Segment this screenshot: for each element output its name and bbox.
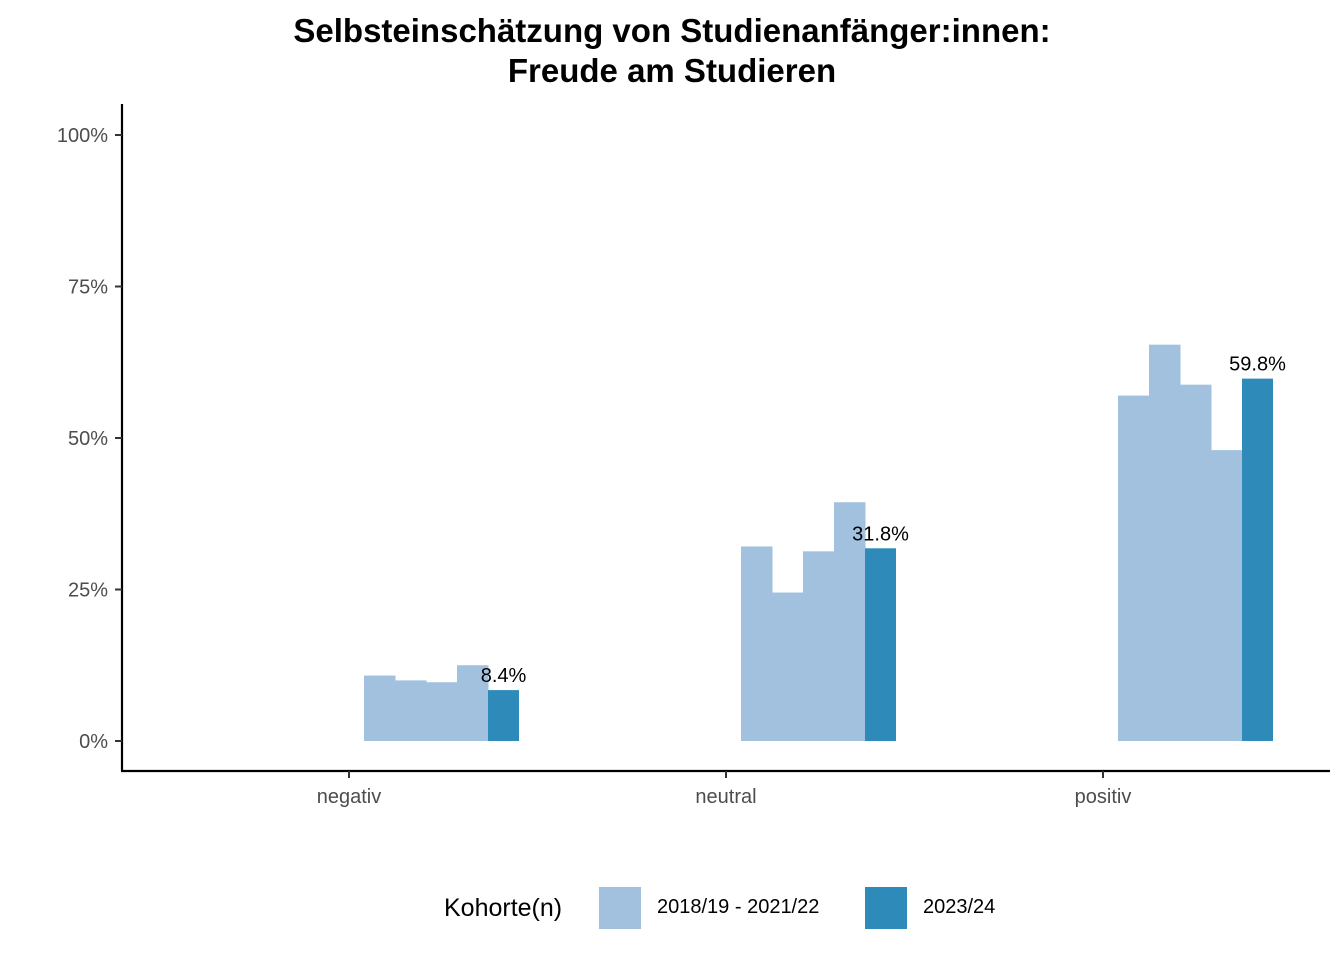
- chart-title-line-2: Freude am Studieren: [507, 52, 837, 89]
- legend-label-current: 2023/24: [923, 896, 996, 918]
- chart-title-line-1: Selbsteinschätzung von Studienanfänger:i…: [293, 12, 1051, 49]
- y-tick-label: 50%: [68, 428, 108, 450]
- legend-key-historical: [599, 887, 641, 929]
- bar-historical: [1211, 450, 1243, 741]
- bar-current: [865, 548, 896, 741]
- bar-historical: [772, 592, 804, 741]
- legend: Kohorte(n) 2018/19 - 2021/22 2023/24: [0, 886, 1344, 930]
- bar-current: [488, 690, 519, 741]
- bar-historical: [457, 665, 489, 741]
- bar-historical: [426, 682, 458, 741]
- x-tick-label: positiv: [1075, 786, 1132, 808]
- bar-current: [1242, 378, 1273, 741]
- legend-label-historical: 2018/19 - 2021/22: [657, 896, 820, 918]
- data-label: 8.4%: [481, 665, 527, 687]
- bar-historical: [803, 551, 835, 741]
- bar-historical: [1149, 344, 1181, 741]
- y-tick-label: 25%: [68, 580, 108, 602]
- y-tick-label: 100%: [57, 125, 108, 147]
- x-tick-label: negativ: [317, 786, 382, 808]
- y-tick-label: 75%: [68, 277, 108, 299]
- legend-key-current: [865, 887, 907, 929]
- legend-title: Kohorte(n): [444, 894, 563, 922]
- bar-historical: [395, 680, 427, 741]
- bar-historical: [834, 502, 866, 741]
- data-label: 31.8%: [852, 523, 909, 545]
- bar-historical: [364, 675, 396, 741]
- y-tick-label: 0%: [79, 731, 108, 753]
- data-label: 59.8%: [1229, 354, 1286, 376]
- x-tick-label: neutral: [695, 786, 756, 808]
- bar-historical: [1118, 395, 1150, 741]
- bar-historical: [1180, 384, 1212, 741]
- bar-historical: [741, 546, 773, 741]
